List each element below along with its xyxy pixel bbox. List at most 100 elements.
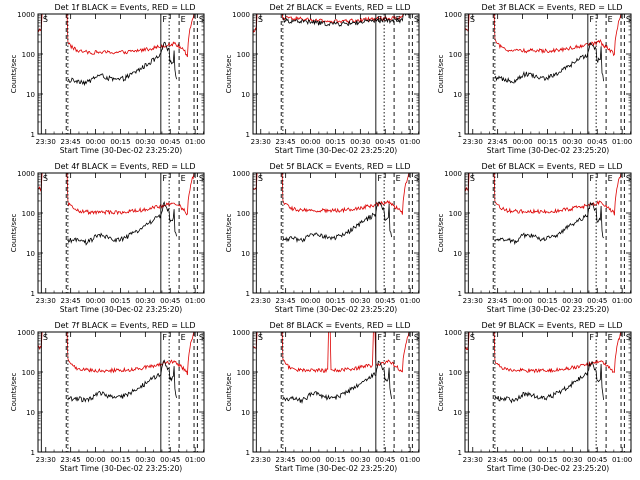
panel-det-1: Det 1f BLACK = Events, RED = LLD S F E S 1 10 1…: [10, 3, 205, 155]
series-lld-line: [465, 173, 622, 216]
y-axis-label: Counts/sec: [225, 373, 233, 412]
x-tick-label: 00:15: [537, 138, 557, 146]
y-tick-label: 10: [453, 91, 462, 99]
y-tick-label: 100: [22, 51, 35, 59]
marker-label-s: S: [43, 174, 48, 183]
x-axis-label: Start Time (30-Dec-02 23:25:20): [60, 146, 182, 155]
y-tick-label: 10: [453, 250, 462, 258]
y-axis-label: Counts/sec: [225, 214, 233, 253]
x-tick-label: 00:15: [537, 456, 557, 464]
marker-label-f: F: [589, 15, 594, 24]
marker-label-s: S: [199, 15, 204, 24]
marker-label-e: E: [608, 333, 613, 342]
x-axis-label: Start Time (30-Dec-02 23:25:20): [275, 146, 397, 155]
x-tick-label: 23:45: [488, 456, 508, 464]
series-events-line: [67, 200, 177, 246]
panel-title: Det 4f BLACK = Events, RED = LLD: [54, 162, 195, 171]
x-tick-label: 00:30: [562, 138, 582, 146]
marker-label-s: S: [258, 174, 263, 183]
x-tick-label: 00:00: [512, 297, 532, 305]
y-tick-label: 100: [22, 369, 35, 377]
plot-frame: [37, 331, 205, 453]
marker-label-s: S: [414, 174, 419, 183]
y-tick-label: 100: [449, 51, 462, 59]
x-axis-label: Start Time (30-Dec-02 23:25:20): [487, 464, 609, 473]
x-tick-label: 23:30: [251, 456, 271, 464]
marker-label-s: S: [414, 15, 419, 24]
x-tick-label: 23:45: [276, 138, 296, 146]
x-tick-label: 00:00: [85, 138, 105, 146]
series-lld-line: [465, 332, 622, 374]
x-tick-label: 01:00: [612, 297, 632, 305]
marker-label-f: F: [162, 15, 167, 24]
x-tick-label: 01:00: [400, 138, 420, 146]
x-tick-label: 23:30: [463, 297, 483, 305]
marker-label-s: S: [470, 333, 475, 342]
x-tick-label: 23:45: [488, 138, 508, 146]
series-lld-line: [253, 332, 410, 374]
marker-label-s: S: [43, 15, 48, 24]
panel-title: Det 8f BLACK = Events, RED = LLD: [269, 321, 410, 330]
panel-det-3: Det 3f BLACK = Events, RED = LLD S F E S 1 10 1…: [437, 3, 632, 155]
panel-title: Det 1f BLACK = Events, RED = LLD: [54, 3, 195, 12]
x-tick-label: 00:45: [160, 297, 180, 305]
y-tick-label: 100: [22, 210, 35, 218]
panel-title: Det 9f BLACK = Events, RED = LLD: [481, 321, 622, 330]
x-tick-label: 00:30: [562, 456, 582, 464]
x-tick-label: 01:00: [400, 297, 420, 305]
x-tick-label: 00:00: [85, 456, 105, 464]
x-tick-label: 01:00: [185, 456, 205, 464]
x-tick-label: 00:45: [587, 297, 607, 305]
x-tick-label: 00:00: [300, 456, 320, 464]
marker-label-f: F: [377, 174, 382, 183]
x-tick-label: 23:30: [463, 456, 483, 464]
x-axis-label: Start Time (30-Dec-02 23:25:20): [60, 305, 182, 314]
y-tick-label: 1000: [444, 170, 462, 178]
marker-label-s: S: [199, 333, 204, 342]
y-tick-label: 1: [246, 131, 250, 139]
marker-label-e: E: [181, 15, 186, 24]
y-tick-label: 1: [458, 290, 462, 298]
x-tick-label: 01:00: [400, 456, 420, 464]
marker-label-e: E: [181, 333, 186, 342]
y-tick-label: 10: [26, 91, 35, 99]
y-tick-label: 10: [26, 409, 35, 417]
series-events-line: [67, 41, 177, 87]
marker-label-f: F: [162, 174, 167, 183]
panel-det-8: Det 8f BLACK = Events, RED = LLD S F E S 1 10 1…: [225, 321, 420, 473]
x-tick-label: 23:45: [488, 297, 508, 305]
plot-frame: [252, 331, 420, 453]
marker-label-e: E: [181, 174, 186, 183]
x-tick-label: 23:30: [251, 138, 271, 146]
panel-det-7: Det 7f BLACK = Events, RED = LLD S F E S 1 10 1…: [10, 321, 205, 473]
y-tick-label: 1000: [17, 170, 35, 178]
x-tick-label: 00:45: [587, 138, 607, 146]
x-axis-label: Start Time (30-Dec-02 23:25:20): [275, 305, 397, 314]
marker-label-s: S: [626, 333, 631, 342]
x-tick-label: 23:45: [61, 138, 81, 146]
panel-det-2: Det 2f BLACK = Events, RED = LLD S F E S 1 10 1…: [225, 3, 420, 155]
marker-label-e: E: [608, 15, 613, 24]
y-tick-label: 1: [458, 131, 462, 139]
marker-label-e: E: [396, 15, 401, 24]
plot-frame: [464, 331, 632, 453]
x-tick-label: 00:15: [537, 297, 557, 305]
x-tick-label: 00:00: [300, 138, 320, 146]
series-lld-line: [38, 173, 195, 216]
y-tick-label: 100: [449, 369, 462, 377]
x-tick-label: 23:45: [61, 456, 81, 464]
y-tick-label: 1000: [232, 170, 250, 178]
y-tick-label: 1: [246, 449, 250, 457]
x-axis-label: Start Time (30-Dec-02 23:25:20): [275, 464, 397, 473]
y-tick-label: 10: [241, 250, 250, 258]
y-tick-label: 1000: [444, 11, 462, 19]
panel-det-6: Det 6f BLACK = Events, RED = LLD S F E S 1 10 1…: [437, 162, 632, 314]
marker-label-f: F: [377, 15, 382, 24]
x-tick-label: 00:45: [375, 138, 395, 146]
x-tick-label: 00:15: [325, 297, 345, 305]
panel-det-5: Det 5f BLACK = Events, RED = LLD S F E S 1 10 1…: [225, 162, 420, 314]
y-axis-label: Counts/sec: [10, 373, 18, 412]
y-axis-label: Counts/sec: [437, 214, 445, 253]
series-lld-line: [38, 332, 195, 376]
